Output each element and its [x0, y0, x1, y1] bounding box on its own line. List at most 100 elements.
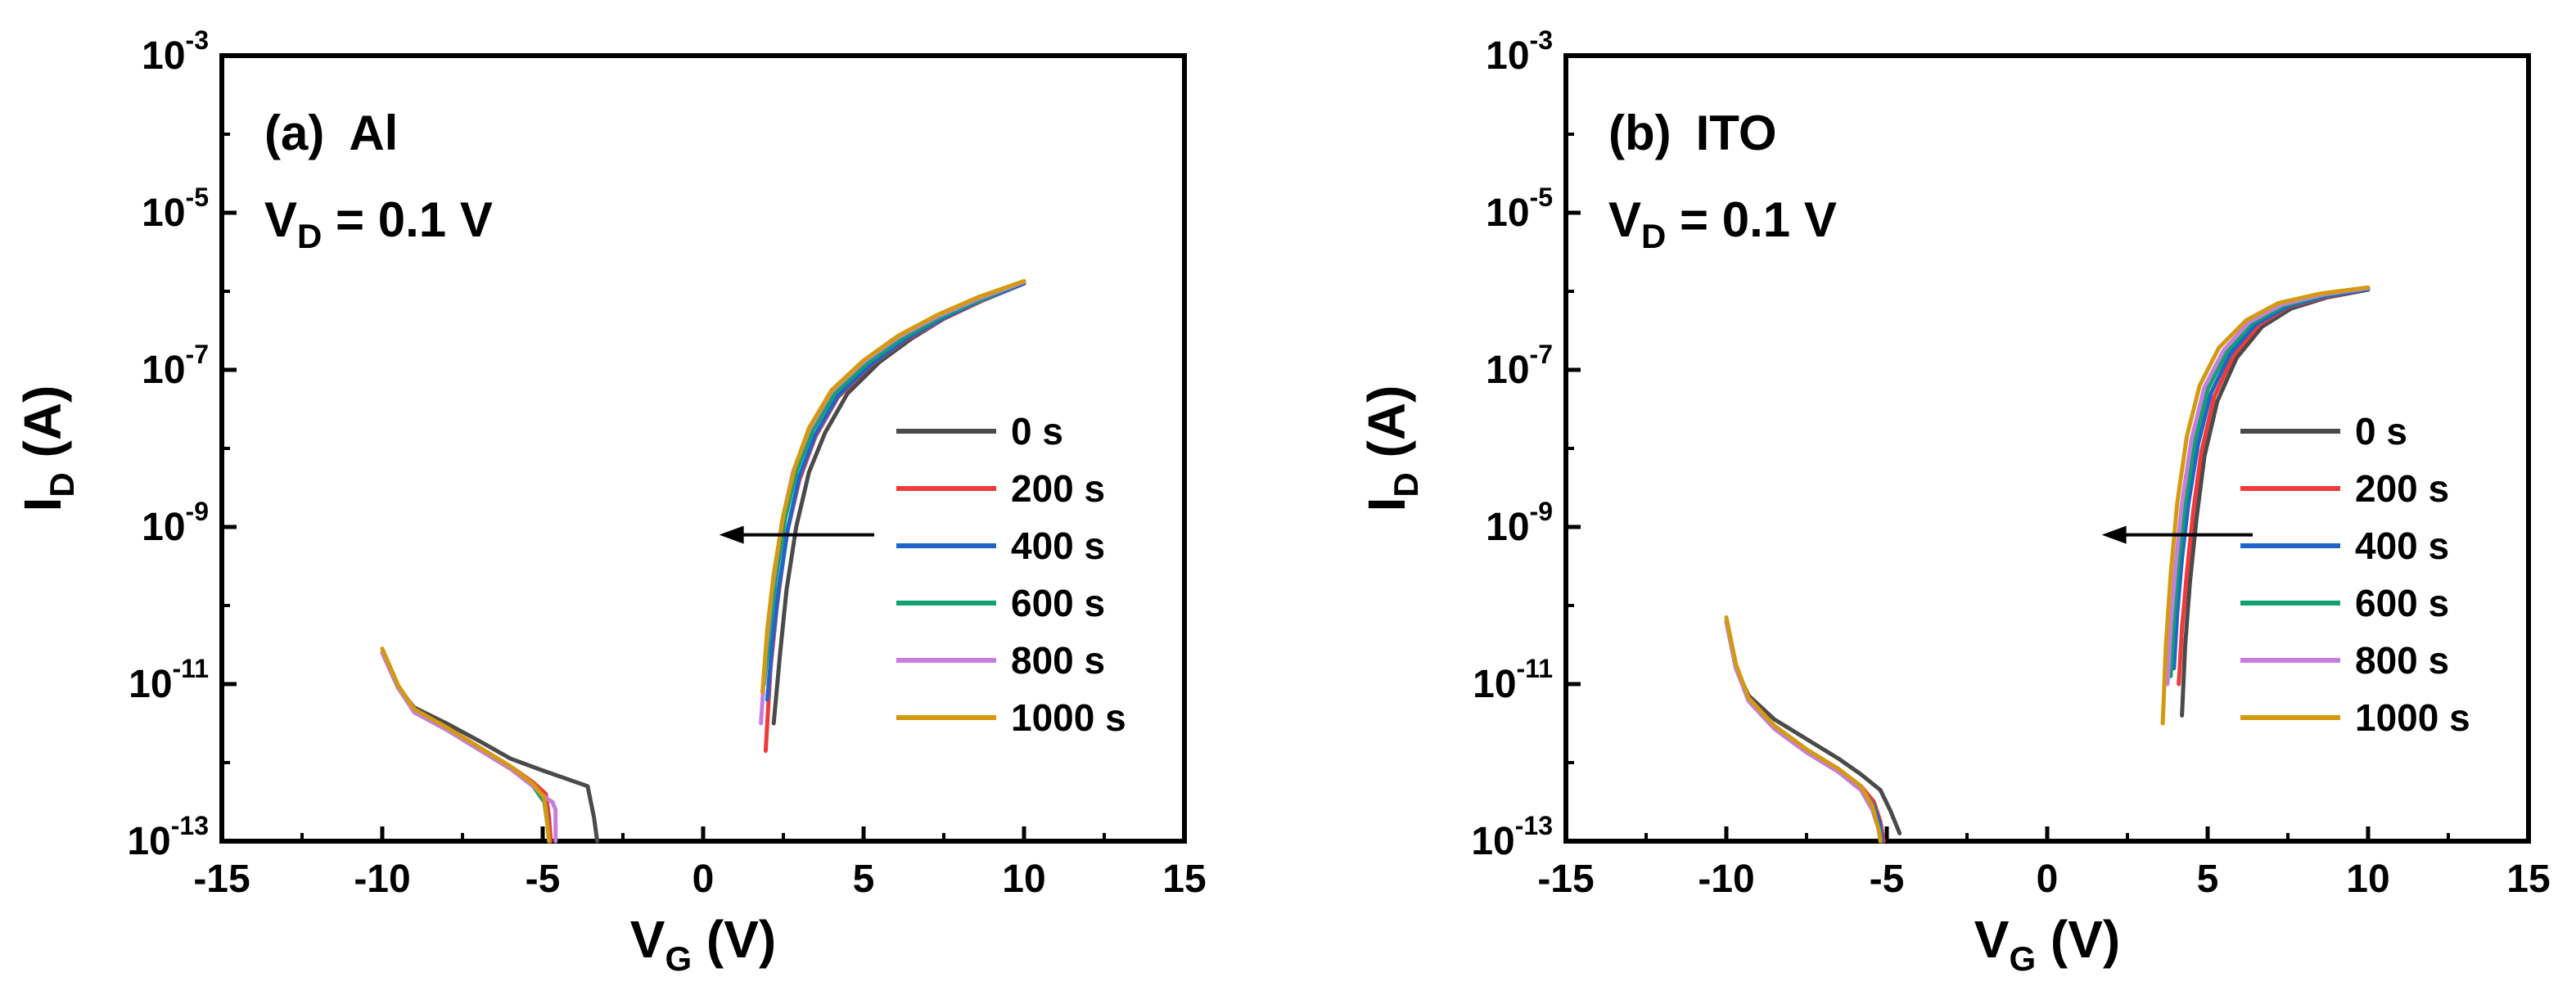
x-tick-label: 15 — [1162, 858, 1206, 901]
y-tick-label: 10-5 — [142, 182, 209, 235]
y-tick-exponent: -5 — [186, 182, 209, 212]
series-line-on-branch — [771, 281, 1026, 726]
y-tick-base: 10 — [142, 506, 185, 549]
x-axis-symbol: V — [1974, 910, 2010, 969]
x-axis-unit: (V) — [2036, 910, 2120, 969]
y-tick-base: 10 — [1473, 663, 1516, 706]
y-tick-exponent: -3 — [186, 25, 209, 55]
legend-label: 1000 s — [2355, 696, 2470, 739]
series-line-on-branch — [763, 281, 1026, 754]
y-axis-symbol: I — [13, 497, 72, 512]
y-axis-unit: (A) — [13, 385, 72, 473]
legend-label: 800 s — [2355, 639, 2449, 682]
y-tick-label: 10-7 — [142, 340, 209, 392]
legend-label: 1000 s — [1011, 696, 1126, 739]
series-line-on-branch — [2180, 287, 2371, 718]
x-tick-label: -15 — [193, 858, 250, 901]
x-axis-subscript: G — [665, 939, 692, 978]
legend-label: 400 s — [2355, 525, 2449, 567]
y-tick-exponent: -5 — [1530, 182, 1553, 212]
series-line-off-branch — [380, 646, 552, 844]
y-tick-base: 10 — [142, 349, 185, 392]
legend-label: 400 s — [1011, 525, 1105, 567]
x-tick-label: 10 — [2346, 858, 2389, 901]
y-tick-label: 10-9 — [142, 497, 209, 549]
y-tick-label: 10-13 — [1471, 811, 1553, 863]
y-tick-exponent: -7 — [1530, 340, 1553, 369]
bias-subscript: D — [1641, 217, 1666, 255]
series-line-on-branch — [760, 279, 1026, 695]
y-axis-subscript: D — [1387, 472, 1425, 497]
y-tick-label: 10-3 — [142, 25, 209, 78]
panel-label: (a) Al — [264, 106, 398, 160]
y-axis-subscript: D — [43, 472, 81, 497]
bias-value: = 0.1 V — [1666, 192, 1836, 247]
series-line-off-branch — [1724, 619, 1883, 844]
y-tick-label: 10-13 — [127, 811, 209, 863]
bias-annotation: VD = 0.1 V — [1608, 192, 1837, 255]
panel-material: ITO — [1696, 106, 1777, 160]
y-tick-label: 10-5 — [1486, 182, 1553, 235]
panel-label-letter: (b) — [1608, 106, 1671, 160]
bias-annotation: VD = 0.1 V — [264, 192, 493, 255]
bias-value: = 0.1 V — [322, 192, 492, 247]
y-tick-base: 10 — [1486, 191, 1529, 235]
legend-label: 0 s — [1011, 410, 1063, 452]
y-axis-symbol: I — [1357, 497, 1416, 512]
series-line-off-branch — [380, 651, 553, 844]
x-tick-label: -5 — [1870, 858, 1905, 901]
x-tick-label: 0 — [2037, 858, 2059, 901]
x-axis-unit: (V) — [692, 910, 776, 969]
y-axis-title: ID (A) — [13, 385, 81, 512]
y-axis-unit: (A) — [1357, 385, 1416, 473]
y-tick-exponent: -13 — [171, 811, 209, 840]
shift-arrow-head — [2101, 525, 2127, 544]
y-tick-base: 10 — [142, 34, 185, 78]
y-tick-exponent: -11 — [1517, 654, 1553, 683]
x-tick-label: -15 — [1537, 858, 1594, 901]
legend-label: 200 s — [1011, 467, 1105, 510]
y-axis-title: ID (A) — [1357, 385, 1425, 512]
y-tick-base: 10 — [1486, 34, 1529, 78]
x-axis-symbol: V — [630, 910, 665, 969]
legend-label: 0 s — [2355, 410, 2407, 452]
x-tick-label: 10 — [1002, 858, 1045, 901]
y-tick-exponent: -9 — [186, 497, 209, 526]
series-line-off-branch — [1724, 619, 1886, 844]
y-tick-base: 10 — [1486, 506, 1529, 549]
y-tick-exponent: -9 — [1530, 497, 1553, 526]
y-tick-base: 10 — [1471, 820, 1514, 863]
bias-symbol: V — [264, 192, 297, 247]
x-tick-label: 5 — [853, 858, 875, 901]
shift-arrow-head — [719, 525, 744, 544]
y-tick-exponent: -7 — [186, 340, 209, 369]
x-tick-label: 0 — [692, 858, 715, 901]
x-tick-label: 15 — [2506, 858, 2550, 901]
series-line-off-branch — [1724, 615, 1883, 844]
x-tick-label: -10 — [1698, 858, 1754, 901]
y-tick-base: 10 — [142, 191, 185, 235]
y-tick-base: 10 — [1486, 349, 1529, 392]
x-tick-label: -5 — [526, 858, 561, 901]
panel-label-letter: (a) — [264, 106, 324, 160]
series-line-off-branch — [380, 651, 552, 844]
x-axis-title: VG (V) — [1974, 910, 2120, 978]
legend-label: 600 s — [1011, 582, 1105, 624]
series-line-off-branch — [380, 651, 600, 844]
bias-subscript: D — [297, 217, 322, 255]
x-tick-label: 5 — [2197, 858, 2219, 901]
panel-a: -15 -10 -5 0 5 10 1510-1310-1110-910-710-510-3… — [13, 25, 1207, 978]
y-tick-base: 10 — [129, 663, 172, 706]
series-line-off-branch — [380, 651, 552, 844]
y-tick-label: 10-7 — [1486, 340, 1553, 392]
y-tick-label: 10-11 — [1473, 654, 1553, 706]
x-axis-title: VG (V) — [630, 910, 776, 978]
x-axis-subscript: G — [2009, 939, 2036, 978]
legend-label: 800 s — [1011, 639, 1105, 682]
y-tick-exponent: -11 — [173, 654, 209, 683]
x-tick-label: -10 — [354, 858, 410, 901]
series-line-off-branch — [380, 651, 558, 844]
y-tick-exponent: -3 — [1530, 25, 1553, 55]
legend-label: 200 s — [2355, 467, 2449, 510]
